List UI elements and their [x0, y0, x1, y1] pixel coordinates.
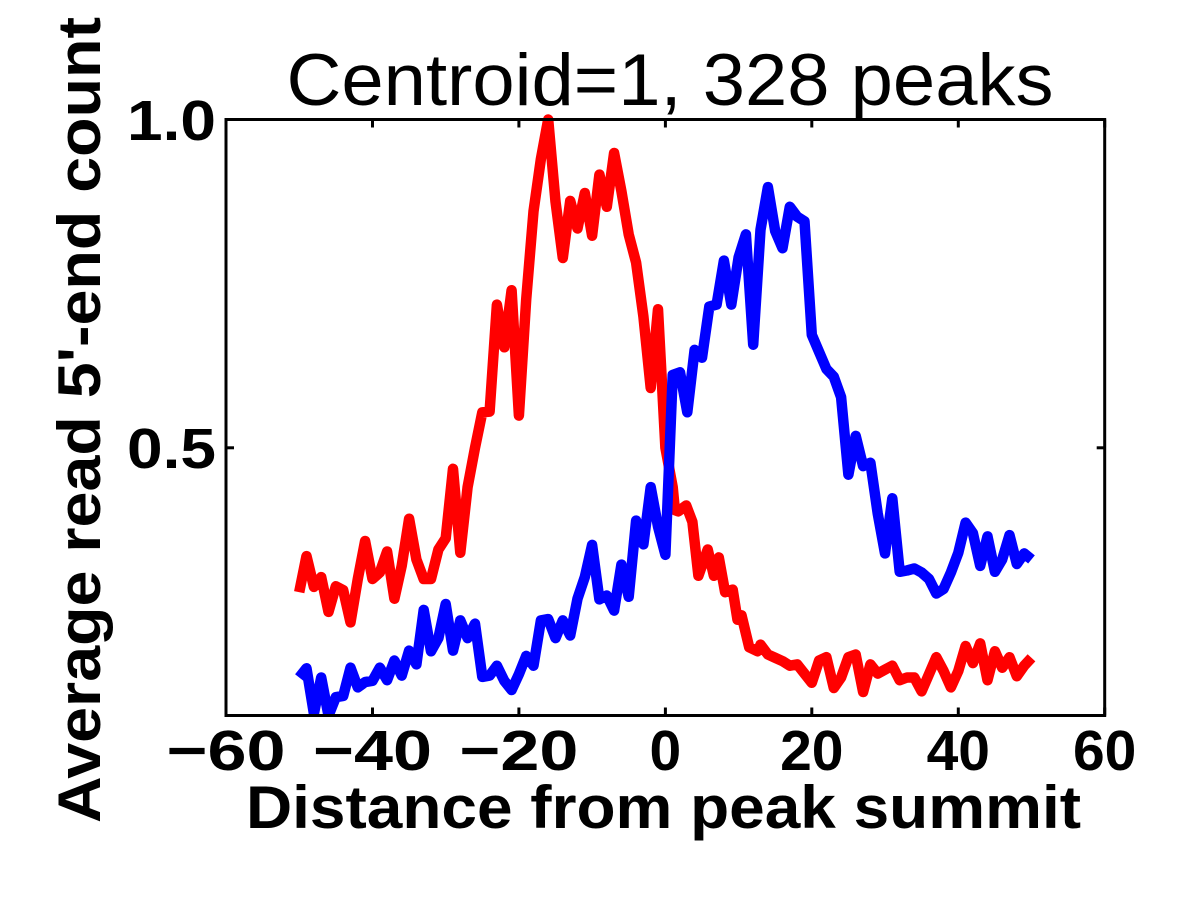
svg-text:20: 20 [780, 719, 843, 783]
svg-text:Centroid=1, 328 peaks: Centroid=1, 328 peaks [287, 40, 1054, 121]
svg-text:Average read 5'-end count: Average read 5'-end count [46, 17, 113, 823]
svg-text:−40: −40 [313, 719, 432, 783]
svg-text:60: 60 [1073, 719, 1136, 783]
svg-text:0: 0 [650, 719, 682, 783]
svg-text:−60: −60 [167, 719, 286, 783]
svg-text:40: 40 [927, 719, 990, 783]
svg-text:1.0: 1.0 [127, 89, 216, 153]
svg-text:Distance from peak summit: Distance from peak summit [246, 774, 1081, 841]
svg-text:0.5: 0.5 [127, 417, 216, 481]
svg-text:−20: −20 [459, 719, 578, 783]
